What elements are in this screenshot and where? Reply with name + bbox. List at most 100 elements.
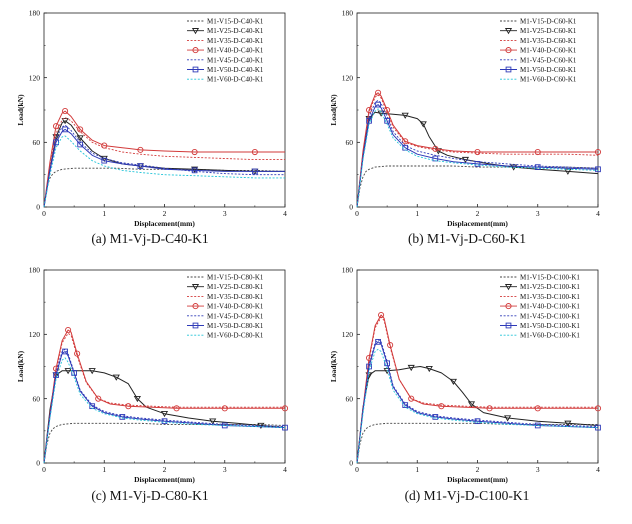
x-tick-label: 4 xyxy=(283,465,287,474)
legend-marker xyxy=(505,47,512,54)
data-point-marker xyxy=(62,108,69,115)
series-line-m1-v45-d-c80-k1 xyxy=(43,348,286,464)
data-point-marker xyxy=(407,364,415,372)
data-point-marker xyxy=(95,395,102,402)
data-point-marker xyxy=(101,142,108,149)
legend-entry: M1-V60-D-C100-K1 xyxy=(520,332,580,340)
chart-panel: 0 1 2 3 4 0 60 120 180 Displacement(mm) Load(kN) M1… xyxy=(329,266,602,503)
series-line-m1-v25-d-c40-k1 xyxy=(43,120,285,208)
data-point-marker xyxy=(474,161,481,167)
legend-entry: M1-V35-D-C100-K1 xyxy=(520,293,580,301)
legend-entry: M1-V45-D-C100-K1 xyxy=(520,312,580,320)
y-tick-label: 60 xyxy=(33,138,41,147)
series-line-m1-v45-d-c60-k1 xyxy=(356,99,599,208)
legend-entry: M1-V40-D-C60-K1 xyxy=(520,47,577,55)
chart-panel: 0 1 2 3 4 0 60 120 180 Displacement(mm) Load(kN) M1… xyxy=(16,266,289,503)
panel-caption: (a) M1-Vj-D-C40-K1 xyxy=(91,231,208,246)
data-point-marker xyxy=(53,139,59,146)
chart-panel: 0 1 2 3 4 0 60 120 180 Displacement(mm) Load(kN) M1… xyxy=(329,9,602,246)
data-point-marker xyxy=(486,405,493,412)
series-line-m1-v25-d-c100-k1 xyxy=(356,366,599,464)
data-point-marker xyxy=(252,168,258,175)
data-point-marker xyxy=(65,326,72,334)
y-tick-label: 180 xyxy=(342,266,354,275)
series-line-m1-v60-d-c80-k1 xyxy=(43,357,286,464)
series-line-m1-v50-d-c60-k1 xyxy=(356,104,599,208)
legend-entry: M1-V45-D-C80-K1 xyxy=(207,312,264,320)
data-point-marker xyxy=(387,342,394,349)
data-point-marker xyxy=(402,402,409,408)
data-point-marker xyxy=(504,415,512,422)
x-tick-label: 0 xyxy=(42,465,46,474)
legend-marker xyxy=(505,322,512,329)
panel-caption: (b) M1-Vj-D-C60-K1 xyxy=(408,231,526,246)
x-axis-label: Displacement(mm) xyxy=(447,219,508,228)
series-line-m1-v40-d-c80-k1 xyxy=(43,329,285,464)
legend-entry: M1-V25-D-C100-K1 xyxy=(520,283,580,291)
data-point-marker xyxy=(53,123,60,130)
data-point-marker xyxy=(534,148,541,156)
data-point-marker xyxy=(173,405,180,412)
x-tick-label: 1 xyxy=(415,465,419,474)
data-point-marker xyxy=(594,405,602,412)
series-line-m1-v35-d-c60-k1 xyxy=(356,94,599,208)
legend-entry: M1-V35-D-C40-K1 xyxy=(207,37,264,45)
data-point-marker xyxy=(384,360,390,367)
series-line-m1-v60-d-c60-k1 xyxy=(356,108,599,208)
data-point-marker xyxy=(534,405,541,412)
data-point-marker xyxy=(221,405,228,412)
data-point-marker xyxy=(112,374,120,381)
data-point-marker xyxy=(378,311,385,319)
data-point-marker xyxy=(133,396,141,403)
data-point-marker xyxy=(77,126,84,133)
y-axis-label: Load(kN) xyxy=(329,94,338,126)
series-line-m1-v35-d-c80-k1 xyxy=(43,332,285,464)
series-line-m1-v15-d-c100-k1 xyxy=(356,422,598,464)
panel-caption: (c) M1-Vj-D-C80-K1 xyxy=(91,488,208,503)
legend-entry: M1-V50-D-C80-K1 xyxy=(207,322,264,330)
data-point-marker xyxy=(101,157,108,164)
data-point-marker xyxy=(366,363,372,370)
y-axis-label: Load(kN) xyxy=(329,350,338,382)
x-tick-label: 4 xyxy=(596,465,600,474)
data-point-marker xyxy=(137,146,144,153)
data-point-marker xyxy=(281,405,289,412)
y-tick-label: 0 xyxy=(36,203,40,212)
series-line-m1-v50-d-c40-k1 xyxy=(43,128,285,208)
series-line-m1-v50-d-c100-k1 xyxy=(356,341,599,464)
x-tick-label: 2 xyxy=(476,209,480,218)
legend-entry: M1-V35-D-C60-K1 xyxy=(520,37,577,45)
data-point-marker xyxy=(209,418,217,425)
x-axis-label: Displacement(mm) xyxy=(134,475,195,484)
data-point-marker xyxy=(62,126,68,133)
data-point-marker xyxy=(467,401,476,408)
y-axis-label: Load(kN) xyxy=(16,350,25,382)
data-point-marker xyxy=(384,106,391,114)
x-tick-label: 4 xyxy=(283,209,287,218)
data-point-marker xyxy=(74,350,81,357)
y-tick-label: 60 xyxy=(346,394,354,403)
y-axis-label: Load(kN) xyxy=(16,94,25,126)
y-tick-label: 60 xyxy=(33,394,41,403)
data-point-marker xyxy=(401,112,409,119)
y-tick-label: 0 xyxy=(349,203,353,212)
data-point-marker xyxy=(419,121,427,128)
data-point-marker xyxy=(251,148,258,156)
y-tick-label: 60 xyxy=(346,138,354,147)
legend-entry: M1-V15-D-C100-K1 xyxy=(520,274,580,282)
data-point-marker xyxy=(61,118,69,125)
legend-marker xyxy=(505,66,512,73)
legend-entry: M1-V45-D-C40-K1 xyxy=(207,56,264,64)
legend-marker xyxy=(191,284,200,291)
data-point-marker xyxy=(77,141,84,148)
data-point-marker xyxy=(62,348,68,355)
legend-marker xyxy=(192,66,199,73)
x-tick-label: 3 xyxy=(223,465,227,474)
x-tick-label: 1 xyxy=(415,209,419,218)
legend-entry: M1-V35-D-C80-K1 xyxy=(207,293,264,301)
legend-entry: M1-V40-D-C100-K1 xyxy=(520,303,580,311)
data-point-marker xyxy=(160,411,169,418)
